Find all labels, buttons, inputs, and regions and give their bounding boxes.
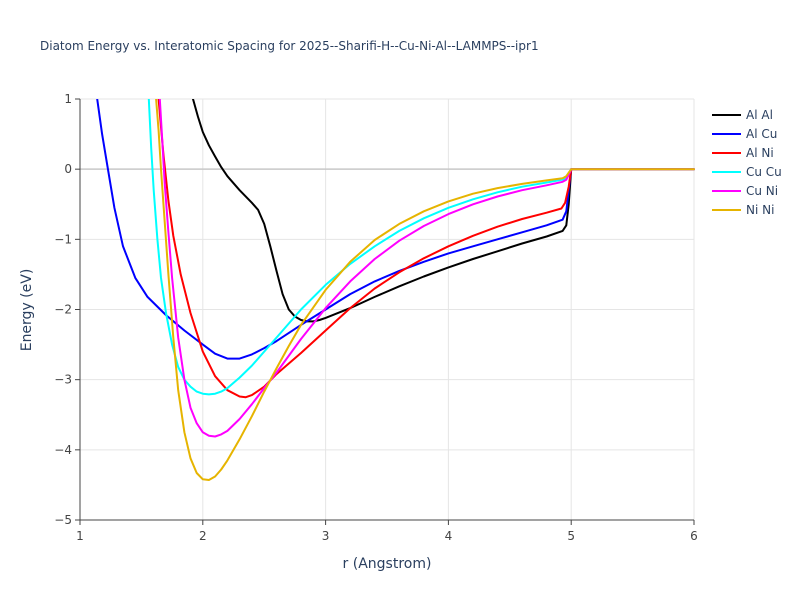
series-lines <box>96 99 695 481</box>
y-tick-label: −2 <box>54 303 72 317</box>
tick-labels: 1 2 3 4 5 6 1 0 −1 −2 −3 −4 −5 <box>54 92 698 543</box>
x-tick-label: 3 <box>322 529 330 543</box>
y-tick-label: −1 <box>54 232 72 246</box>
legend-label-cu-ni: Cu Ni <box>746 184 778 198</box>
x-tick-label: 6 <box>690 529 698 543</box>
x-tick-label: 5 <box>567 529 575 543</box>
legend-label-cu-cu: Cu Cu <box>746 165 782 179</box>
x-axis-title: r (Angstrom) <box>343 556 432 572</box>
series-line-al-cu <box>96 99 695 360</box>
legend-label-al-ni: Al Ni <box>746 146 774 160</box>
series-line-cu-cu <box>147 99 695 396</box>
legend-label-ni-ni: Ni Ni <box>746 203 774 217</box>
series-line-cu-ni <box>158 99 695 438</box>
legend: Al Al Al Cu Al Ni Cu Cu Cu Ni Ni Ni <box>712 108 782 217</box>
x-tick-label: 2 <box>199 529 207 543</box>
axes <box>75 98 695 525</box>
series-line-al-al <box>192 99 695 323</box>
grid-lines <box>80 98 695 520</box>
y-tick-label: −3 <box>54 373 72 387</box>
chart-title: Diatom Energy vs. Interatomic Spacing fo… <box>40 39 539 53</box>
legend-label-al-cu: Al Cu <box>746 127 777 141</box>
x-tick-label: 1 <box>76 529 84 543</box>
y-tick-label: −4 <box>54 443 72 457</box>
series-line-al-ni <box>157 99 695 399</box>
x-tick-label: 4 <box>445 529 453 543</box>
y-tick-label: 0 <box>64 162 72 176</box>
legend-label-al-al: Al Al <box>746 108 773 122</box>
y-tick-label: −5 <box>54 513 72 527</box>
y-axis-title: Energy (eV) <box>19 269 35 352</box>
series-line-ni-ni <box>155 99 695 481</box>
y-tick-label: 1 <box>64 92 72 106</box>
